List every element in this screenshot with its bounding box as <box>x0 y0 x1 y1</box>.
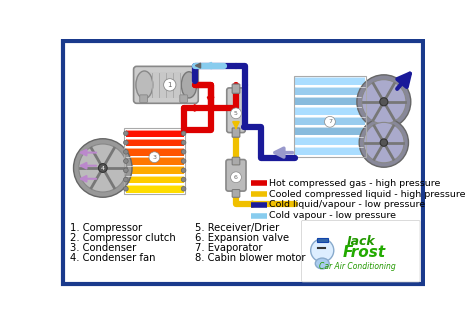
FancyBboxPatch shape <box>317 238 328 242</box>
Bar <box>126 148 183 156</box>
Text: 8. Cabin blower motor: 8. Cabin blower motor <box>195 253 306 263</box>
Circle shape <box>124 159 128 163</box>
Text: 7: 7 <box>328 119 332 124</box>
Circle shape <box>182 159 186 163</box>
FancyBboxPatch shape <box>232 157 240 165</box>
Circle shape <box>124 140 128 145</box>
Circle shape <box>364 122 404 163</box>
Bar <box>126 157 183 165</box>
Text: 6: 6 <box>234 175 238 180</box>
Circle shape <box>182 131 186 136</box>
Circle shape <box>380 98 388 106</box>
FancyBboxPatch shape <box>301 220 420 282</box>
Circle shape <box>359 118 409 167</box>
Circle shape <box>231 108 241 119</box>
Text: 5: 5 <box>234 111 238 116</box>
Bar <box>295 77 365 85</box>
Circle shape <box>182 168 186 173</box>
Bar <box>295 147 365 155</box>
Text: Cold liquid/vapour - low pressure: Cold liquid/vapour - low pressure <box>269 201 425 209</box>
FancyBboxPatch shape <box>180 95 188 102</box>
Circle shape <box>182 186 186 191</box>
Bar <box>295 87 365 95</box>
Text: 3. Condenser: 3. Condenser <box>70 243 136 253</box>
Bar <box>145 72 191 98</box>
Text: 6. Expansion valve: 6. Expansion valve <box>195 233 289 243</box>
Text: 1. Compressor: 1. Compressor <box>70 223 142 233</box>
Circle shape <box>357 75 411 129</box>
Bar <box>126 176 183 184</box>
Ellipse shape <box>182 72 197 98</box>
Bar <box>295 107 365 115</box>
Circle shape <box>99 164 107 172</box>
Circle shape <box>182 177 186 182</box>
Ellipse shape <box>315 258 329 269</box>
Text: Jack: Jack <box>346 235 375 248</box>
FancyBboxPatch shape <box>63 41 423 284</box>
Circle shape <box>325 117 335 127</box>
Circle shape <box>79 144 127 192</box>
Text: 2. Compressor clutch: 2. Compressor clutch <box>70 233 175 243</box>
Circle shape <box>124 149 128 154</box>
Circle shape <box>124 186 128 191</box>
Text: Cooled compressed liquid - high pressure: Cooled compressed liquid - high pressure <box>269 190 465 199</box>
Text: Car Air Conditioning: Car Air Conditioning <box>319 262 395 271</box>
Text: 4: 4 <box>101 166 105 171</box>
Circle shape <box>149 152 160 163</box>
Bar <box>126 139 183 147</box>
Text: 4. Condenser fan: 4. Condenser fan <box>70 253 155 263</box>
Circle shape <box>124 177 128 182</box>
Circle shape <box>182 140 186 145</box>
Circle shape <box>231 172 241 183</box>
Bar <box>295 97 365 105</box>
FancyBboxPatch shape <box>227 88 245 133</box>
Circle shape <box>380 139 388 146</box>
Bar <box>295 117 365 125</box>
FancyBboxPatch shape <box>226 159 246 191</box>
Text: 3: 3 <box>152 155 156 160</box>
Circle shape <box>362 80 406 124</box>
Circle shape <box>73 139 132 197</box>
Bar <box>126 129 183 137</box>
Text: Hot compressed gas - high pressure: Hot compressed gas - high pressure <box>269 179 440 188</box>
Ellipse shape <box>136 71 153 99</box>
Text: 5. Receiver/Drier: 5. Receiver/Drier <box>195 223 280 233</box>
FancyBboxPatch shape <box>232 190 240 197</box>
Text: 7. Evaporator: 7. Evaporator <box>195 243 263 253</box>
Bar <box>126 166 183 174</box>
FancyBboxPatch shape <box>232 128 240 137</box>
FancyBboxPatch shape <box>134 66 198 103</box>
FancyBboxPatch shape <box>140 95 147 102</box>
Circle shape <box>124 131 128 136</box>
Bar <box>295 127 365 135</box>
Circle shape <box>124 168 128 173</box>
Text: Cold vapour - low pressure: Cold vapour - low pressure <box>269 211 396 220</box>
FancyBboxPatch shape <box>232 84 240 93</box>
Circle shape <box>182 149 186 154</box>
Bar <box>126 185 183 193</box>
Bar <box>295 137 365 145</box>
Circle shape <box>310 239 334 262</box>
Text: Frost: Frost <box>343 245 386 260</box>
Text: 1: 1 <box>167 82 172 88</box>
Circle shape <box>164 79 176 91</box>
